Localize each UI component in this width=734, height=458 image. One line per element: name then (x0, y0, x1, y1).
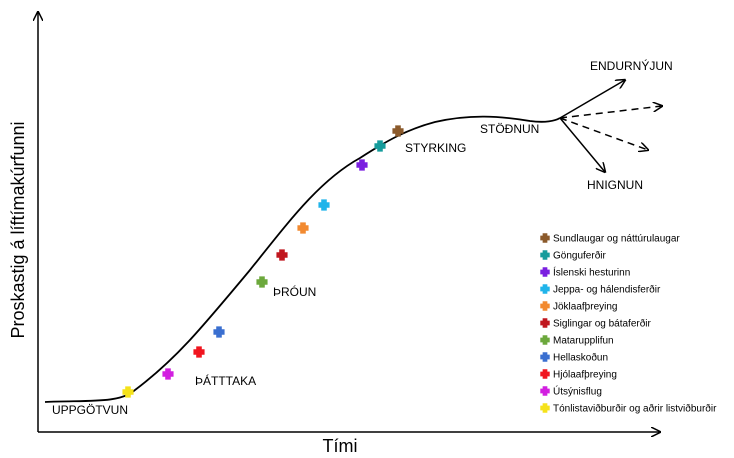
dashed-arrow-lower (559, 117, 648, 150)
legend-label-jeppa-og-halendisferdir: Jeppa- og hálendisferðir (553, 284, 661, 296)
stage-label-decline: HNIGNUN (587, 178, 643, 192)
y-axis-label: Proskastig á líftímakúrfunni (8, 121, 28, 338)
curve-marker-hellaskodun-icon (213, 326, 225, 338)
lifecycle-curve (44, 115, 561, 403)
legend-marker-islenski-hesturinn-icon (540, 267, 550, 277)
stage-label-development: ÞRÓUN (273, 284, 316, 299)
legend-label-islenski-hesturinn: Íslenski hesturinn (553, 266, 630, 279)
stage-label-stagnation: STÖÐNUN (480, 122, 539, 136)
stage-label-discovery: UPPGÖTVUN (52, 403, 128, 417)
legend-label-siglingar-og-bataferdir: Siglingar og bátaferðir (553, 318, 652, 330)
legend-label-utsynisflug: Útsýnisflug (553, 385, 602, 398)
legend-marker-sundlaugar-og-natturulaugar-icon (540, 233, 550, 243)
legend-label-sundlaugar-og-natturulaugar: Sundlaugar og náttúrulaugar (553, 234, 680, 245)
curve-marker-utsynisflug-icon (162, 368, 174, 380)
dashed-arrow-upper (559, 106, 662, 119)
legend-marker-jeppa-og-halendisferdir-icon (540, 284, 550, 294)
legend-label-tonlistavidburdir-og-adrir-listvidburdir: Tónlistaviðburðir og aðrir listviðburðir (553, 403, 717, 415)
legend-marker-hellaskodun-icon (540, 352, 550, 362)
stage-label-consolidation: STYRKING (405, 141, 466, 155)
decline-arrow (559, 117, 605, 172)
legend-marker-gonguferdir-icon (540, 250, 550, 260)
curve-marker-siglingar-og-bataferdir-icon (276, 249, 288, 261)
legend-marker-siglingar-og-bataferdir-icon (540, 318, 550, 328)
curve-marker-islenski-hesturinn-icon (356, 159, 368, 171)
stage-label-rejuvenation: ENDURNÝJUN (590, 58, 673, 73)
curve-marker-gonguferdir-icon (374, 140, 386, 152)
legend-marker-utsynisflug-icon (540, 386, 550, 396)
curve-marker-matarupplifun-icon (256, 276, 268, 288)
legend: Sundlaugar og náttúrulaugar Gönguferðir Ís… (540, 233, 717, 415)
legend-label-matarupplifun: Matarupplifun (553, 336, 614, 347)
legend-marker-hjolaafthreying-icon (540, 369, 550, 379)
curve-marker-hjolaafthreying-icon (193, 346, 205, 358)
legend-label-joklaafthreying: Jöklaafþreying (553, 302, 617, 313)
legend-marker-tonlistavidburdir-og-adrir-listvidburdir-icon (540, 403, 550, 413)
curve-marker-joklaafthreying-icon (297, 222, 309, 234)
x-axis-label: Tími (323, 436, 358, 456)
legend-label-gonguferdir: Gönguferðir (553, 250, 606, 262)
curve-markers (122, 125, 404, 398)
rejuvenation-arrow (559, 80, 625, 119)
legend-label-hellaskodun: Hellaskoðun (553, 352, 608, 364)
legend-marker-joklaafthreying-icon (540, 301, 550, 311)
curve-marker-jeppa-og-halendisferdir-icon (318, 199, 330, 211)
legend-marker-matarupplifun-icon (540, 335, 550, 345)
stage-label-participation: ÞÁTTTAKA (195, 373, 256, 388)
legend-label-hjolaafthreying: Hjólaafþreying (553, 370, 617, 381)
